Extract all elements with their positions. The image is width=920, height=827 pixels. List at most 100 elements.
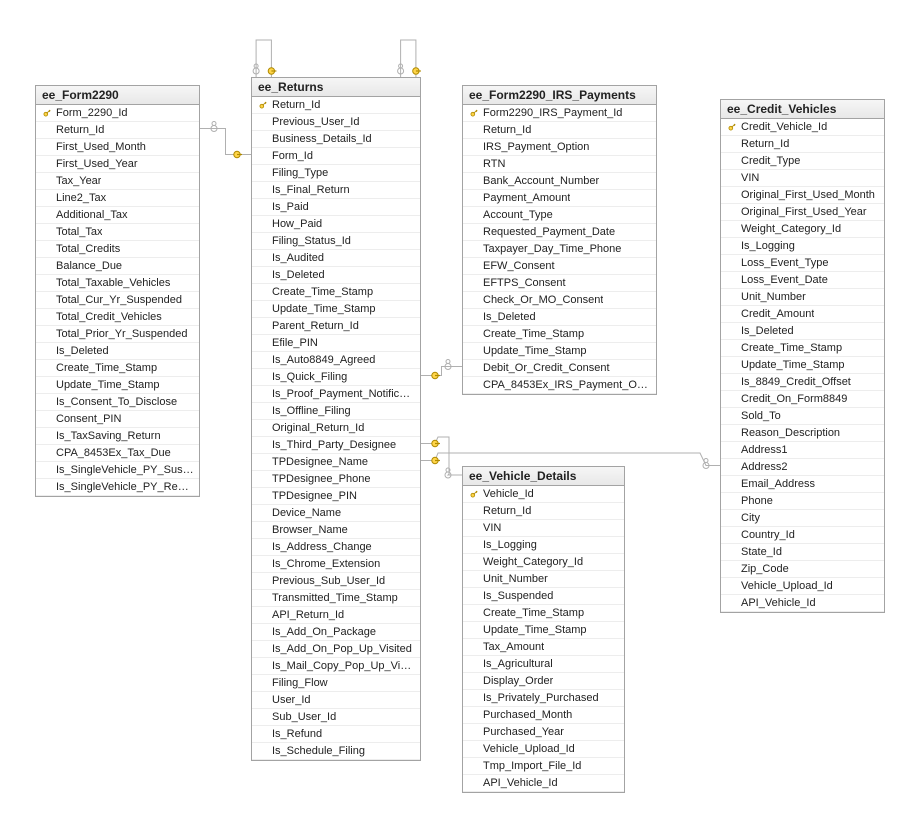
- column-row[interactable]: Is_Paid: [252, 199, 420, 216]
- column-row[interactable]: Original_Return_Id: [252, 420, 420, 437]
- column-row[interactable]: Requested_Payment_Date: [463, 224, 656, 241]
- column-row[interactable]: Total_Credits: [36, 241, 199, 258]
- column-row[interactable]: Create_Time_Stamp: [463, 326, 656, 343]
- column-row[interactable]: Is_TaxSaving_Return: [36, 428, 199, 445]
- column-row[interactable]: Is_Add_On_Package: [252, 624, 420, 641]
- column-row[interactable]: TPDesignee_Name: [252, 454, 420, 471]
- column-row[interactable]: City: [721, 510, 884, 527]
- column-row[interactable]: Purchased_Month: [463, 707, 624, 724]
- column-row[interactable]: Phone: [721, 493, 884, 510]
- column-row[interactable]: Unit_Number: [463, 571, 624, 588]
- column-row[interactable]: First_Used_Year: [36, 156, 199, 173]
- column-row[interactable]: Credit_Vehicle_Id: [721, 119, 884, 136]
- column-row[interactable]: VIN: [463, 520, 624, 537]
- column-row[interactable]: Tax_Year: [36, 173, 199, 190]
- column-row[interactable]: Filing_Type: [252, 165, 420, 182]
- column-row[interactable]: Return_Id: [463, 503, 624, 520]
- column-row[interactable]: API_Return_Id: [252, 607, 420, 624]
- column-row[interactable]: Is_Schedule_Filing: [252, 743, 420, 760]
- table-ee_Credit_Vehicles[interactable]: ee_Credit_VehiclesCredit_Vehicle_IdRetur…: [720, 99, 885, 613]
- column-row[interactable]: Address2: [721, 459, 884, 476]
- table-header[interactable]: ee_Returns: [252, 78, 420, 97]
- column-row[interactable]: Is_Chrome_Extension: [252, 556, 420, 573]
- table-header[interactable]: ee_Vehicle_Details: [463, 467, 624, 486]
- column-row[interactable]: IRS_Payment_Option: [463, 139, 656, 156]
- column-row[interactable]: Display_Order: [463, 673, 624, 690]
- column-row[interactable]: Is_Deleted: [463, 309, 656, 326]
- table-ee_Form2290_IRS_Payments[interactable]: ee_Form2290_IRS_PaymentsForm2290_IRS_Pay…: [462, 85, 657, 395]
- column-row[interactable]: Update_Time_Stamp: [721, 357, 884, 374]
- column-row[interactable]: Additional_Tax: [36, 207, 199, 224]
- column-row[interactable]: Loss_Event_Date: [721, 272, 884, 289]
- column-row[interactable]: Is_Deleted: [252, 267, 420, 284]
- column-row[interactable]: Email_Address: [721, 476, 884, 493]
- column-row[interactable]: Vehicle_Upload_Id: [721, 578, 884, 595]
- column-row[interactable]: Return_Id: [252, 97, 420, 114]
- column-row[interactable]: Efile_PIN: [252, 335, 420, 352]
- table-ee_Returns[interactable]: ee_ReturnsReturn_IdPrevious_User_IdBusin…: [251, 77, 421, 761]
- column-row[interactable]: Original_First_Used_Year: [721, 204, 884, 221]
- column-row[interactable]: Filing_Status_Id: [252, 233, 420, 250]
- column-row[interactable]: Browser_Name: [252, 522, 420, 539]
- column-row[interactable]: Reason_Description: [721, 425, 884, 442]
- column-row[interactable]: RTN: [463, 156, 656, 173]
- column-row[interactable]: Vehicle_Id: [463, 486, 624, 503]
- column-row[interactable]: Is_Quick_Filing: [252, 369, 420, 386]
- column-row[interactable]: Is_Logging: [463, 537, 624, 554]
- column-row[interactable]: Create_Time_Stamp: [721, 340, 884, 357]
- column-row[interactable]: Form_2290_Id: [36, 105, 199, 122]
- column-row[interactable]: Debit_Or_Credit_Consent: [463, 360, 656, 377]
- column-row[interactable]: Is_Deleted: [721, 323, 884, 340]
- column-row[interactable]: Create_Time_Stamp: [36, 360, 199, 377]
- column-row[interactable]: Total_Tax: [36, 224, 199, 241]
- column-row[interactable]: Parent_Return_Id: [252, 318, 420, 335]
- column-row[interactable]: Form_Id: [252, 148, 420, 165]
- column-row[interactable]: Is_Address_Change: [252, 539, 420, 556]
- column-row[interactable]: Unit_Number: [721, 289, 884, 306]
- column-row[interactable]: Transmitted_Time_Stamp: [252, 590, 420, 607]
- column-row[interactable]: VIN: [721, 170, 884, 187]
- column-row[interactable]: Filing_Flow: [252, 675, 420, 692]
- column-row[interactable]: Return_Id: [463, 122, 656, 139]
- column-row[interactable]: Original_First_Used_Month: [721, 187, 884, 204]
- column-row[interactable]: Is_Refund: [252, 726, 420, 743]
- column-row[interactable]: TPDesignee_PIN: [252, 488, 420, 505]
- column-row[interactable]: Return_Id: [721, 136, 884, 153]
- column-row[interactable]: Is_Third_Party_Designee: [252, 437, 420, 454]
- column-row[interactable]: Is_Offline_Filing: [252, 403, 420, 420]
- column-row[interactable]: Balance_Due: [36, 258, 199, 275]
- column-row[interactable]: Is_Add_On_Pop_Up_Visited: [252, 641, 420, 658]
- column-row[interactable]: Is_Deleted: [36, 343, 199, 360]
- column-row[interactable]: Device_Name: [252, 505, 420, 522]
- column-row[interactable]: Form2290_IRS_Payment_Id: [463, 105, 656, 122]
- column-row[interactable]: Sold_To: [721, 408, 884, 425]
- column-row[interactable]: EFW_Consent: [463, 258, 656, 275]
- column-row[interactable]: Loss_Event_Type: [721, 255, 884, 272]
- column-row[interactable]: Bank_Account_Number: [463, 173, 656, 190]
- column-row[interactable]: Is_Agricultural: [463, 656, 624, 673]
- column-row[interactable]: Previous_User_Id: [252, 114, 420, 131]
- column-row[interactable]: First_Used_Month: [36, 139, 199, 156]
- table-header[interactable]: ee_Form2290_IRS_Payments: [463, 86, 656, 105]
- column-row[interactable]: State_Id: [721, 544, 884, 561]
- column-row[interactable]: Is_SingleVehicle_PY_Remai...: [36, 479, 199, 496]
- column-row[interactable]: Address1: [721, 442, 884, 459]
- column-row[interactable]: Vehicle_Upload_Id: [463, 741, 624, 758]
- column-row[interactable]: Account_Type: [463, 207, 656, 224]
- column-row[interactable]: Taxpayer_Day_Time_Phone: [463, 241, 656, 258]
- column-row[interactable]: How_Paid: [252, 216, 420, 233]
- column-row[interactable]: Is_Final_Return: [252, 182, 420, 199]
- column-row[interactable]: Country_Id: [721, 527, 884, 544]
- column-row[interactable]: Tax_Amount: [463, 639, 624, 656]
- column-row[interactable]: Sub_User_Id: [252, 709, 420, 726]
- table-ee_Form2290[interactable]: ee_Form2290Form_2290_IdReturn_IdFirst_Us…: [35, 85, 200, 497]
- table-header[interactable]: ee_Credit_Vehicles: [721, 100, 884, 119]
- column-row[interactable]: Line2_Tax: [36, 190, 199, 207]
- column-row[interactable]: Total_Credit_Vehicles: [36, 309, 199, 326]
- column-row[interactable]: Is_Audited: [252, 250, 420, 267]
- column-row[interactable]: TPDesignee_Phone: [252, 471, 420, 488]
- column-row[interactable]: Credit_On_Form8849: [721, 391, 884, 408]
- column-row[interactable]: CPA_8453Ex_IRS_Payment_Option: [463, 377, 656, 394]
- column-row[interactable]: Update_Time_Stamp: [252, 301, 420, 318]
- column-row[interactable]: Is_Suspended: [463, 588, 624, 605]
